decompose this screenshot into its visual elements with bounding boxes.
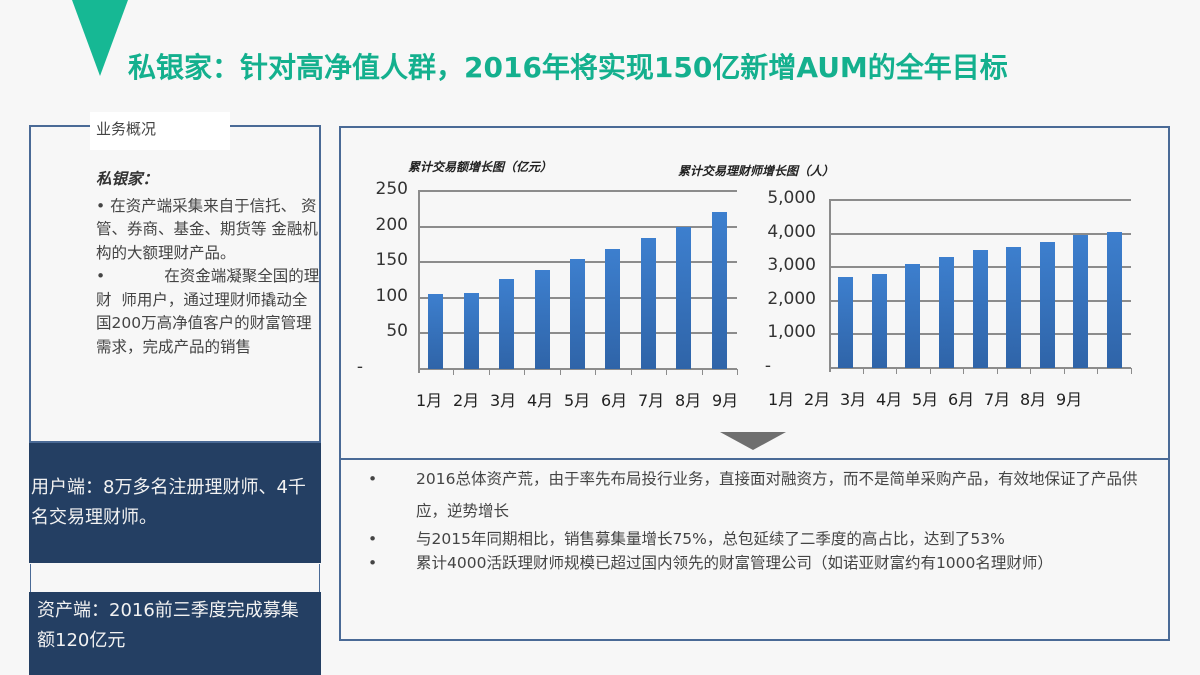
bar <box>871 273 887 368</box>
x-tick-mark <box>896 368 898 374</box>
x-tick-label: 3月 <box>840 390 867 409</box>
x-tick-mark <box>737 369 738 375</box>
business-overview-box <box>29 125 321 443</box>
bar <box>570 259 585 369</box>
x-tick-label: 5月 <box>912 390 939 409</box>
y-axis <box>418 191 420 373</box>
y-tick-label: 1,000 <box>767 322 816 343</box>
gridline <box>829 199 1131 201</box>
overview-bullet-asset: • 在资产端采集来自于信托、 资管、券商、基金、期货等 金融机构的大额理财产品。 <box>96 196 318 262</box>
bar <box>499 278 515 369</box>
x-tick-label: 1月 <box>416 391 443 410</box>
x-tick-label: 7月 <box>984 390 1011 409</box>
bar <box>1006 247 1022 368</box>
x-tick-mark <box>1131 368 1132 374</box>
x-tick-label: 6月 <box>948 390 975 409</box>
summary-item: • 累计4000活跃理财师规模已超过国内领先的财富管理公司（如诺亚财富约有100… <box>368 551 1158 575</box>
bullet-icon: • <box>368 530 378 548</box>
x-tick-mark <box>595 369 597 375</box>
gridline <box>418 368 737 370</box>
business-overview-label: 业务概况 <box>90 112 230 150</box>
summary-list: • 2016总体资产荒，由于率先布局投行业务，直接面对融资方，而不是简单采购产品… <box>368 463 1158 575</box>
gridline <box>418 225 737 228</box>
asset-side-text: 资产端：2016前三季度完成募集额120亿元 <box>37 600 299 651</box>
triangle-decoration-icon <box>72 0 128 76</box>
x-tick-label: 1月 <box>768 390 795 409</box>
arrow-down-icon <box>720 432 786 450</box>
y-tick-label: 200 <box>375 214 408 235</box>
asset-side-block: 资产端：2016前三季度完成募集额120亿元 <box>29 592 321 675</box>
charts-panel <box>339 126 1170 641</box>
x-tick-label: 2月 <box>804 390 831 409</box>
x-tick-mark <box>488 369 490 375</box>
bar <box>711 211 727 369</box>
bar <box>676 226 692 369</box>
bar <box>640 237 656 369</box>
bar <box>534 270 550 369</box>
x-tick-mark <box>630 369 632 375</box>
page-title: 私银家：针对高净值人群，2016年将实现150亿新增AUM的全年目标 <box>128 51 1008 84</box>
bar <box>905 263 921 368</box>
y-tick-label: - <box>764 356 772 376</box>
user-side-text: 用户端：8万多名注册理财师、4千名交易理财师。 <box>31 477 306 528</box>
x-tick-mark <box>453 369 455 375</box>
x-tick-label: 2月 <box>453 391 480 410</box>
x-tick-mark <box>524 369 526 375</box>
bar <box>1039 242 1055 368</box>
bar <box>605 248 621 369</box>
y-tick-label: 3,000 <box>767 255 816 276</box>
panel-divider <box>339 458 1170 460</box>
bar <box>838 277 854 368</box>
y-tick-label: 100 <box>375 285 408 306</box>
y-tick-label: 2,000 <box>767 288 816 309</box>
spacer <box>30 564 320 592</box>
x-tick-label: 5月 <box>564 391 591 410</box>
x-tick-mark <box>666 369 668 375</box>
y-axis <box>829 200 831 372</box>
bullet-icon: • <box>368 470 378 488</box>
gridline <box>829 232 1131 235</box>
y-tick-label: 50 <box>386 321 408 342</box>
chart-title-transaction-volume: 累计交易额增长图（亿元） <box>408 160 553 174</box>
bar <box>428 294 444 369</box>
y-tick-label: 4,000 <box>767 221 816 242</box>
business-overview-content: 私银家： • 在资产端采集来自于信托、 资管、券商、基金、期货等 金融机构的大额… <box>96 168 322 359</box>
y-tick-label: 5,000 <box>767 188 816 208</box>
x-tick-mark <box>862 368 864 374</box>
x-tick-label: 9月 <box>1056 390 1083 409</box>
x-tick-mark <box>1097 368 1099 374</box>
bar <box>972 250 988 368</box>
bar <box>463 292 479 369</box>
x-tick-mark <box>963 368 965 374</box>
x-tick-mark <box>929 368 931 374</box>
x-tick-label: 8月 <box>1020 390 1047 409</box>
x-tick-mark <box>559 369 561 375</box>
x-tick-label: 9月 <box>712 391 739 410</box>
user-side-block: 用户端：8万多名注册理财师、4千名交易理财师。 <box>29 443 321 563</box>
x-tick-mark <box>996 368 998 374</box>
x-tick-mark <box>701 369 703 375</box>
bar <box>938 257 954 368</box>
bullet-icon: • <box>368 554 378 572</box>
x-tick-label: 4月 <box>527 391 554 410</box>
x-tick-label: 3月 <box>490 391 517 410</box>
company-subtitle: 私银家： <box>96 170 159 188</box>
chart-title-advisors: 累计交易理财师增长图（人） <box>678 164 835 178</box>
x-tick-label: 6月 <box>601 391 628 410</box>
summary-item: • 2016总体资产荒，由于率先布局投行业务，直接面对融资方，而不是简单采购产品… <box>368 463 1158 527</box>
y-tick-label: 250 <box>375 179 408 199</box>
x-tick-label: 8月 <box>675 391 702 410</box>
summary-item: • 与2015年同期相比，销售募集量增长75%，总包延续了二季度的高占比，达到了… <box>368 527 1158 551</box>
x-tick-mark <box>1030 368 1032 374</box>
bar <box>1106 231 1122 368</box>
x-tick-label: 4月 <box>876 390 903 409</box>
y-tick-label: 150 <box>375 250 408 271</box>
bar <box>1073 235 1089 368</box>
x-tick-mark <box>1063 368 1065 374</box>
overview-bullet-capital: • 在资金端凝聚全国的理财 师用户，通过理财师撬动全 国200万高净值客户的财富… <box>96 267 320 356</box>
y-tick-label: - <box>356 357 364 377</box>
gridline <box>829 367 1131 369</box>
x-tick-label: 7月 <box>638 391 665 410</box>
gridline <box>418 190 737 192</box>
